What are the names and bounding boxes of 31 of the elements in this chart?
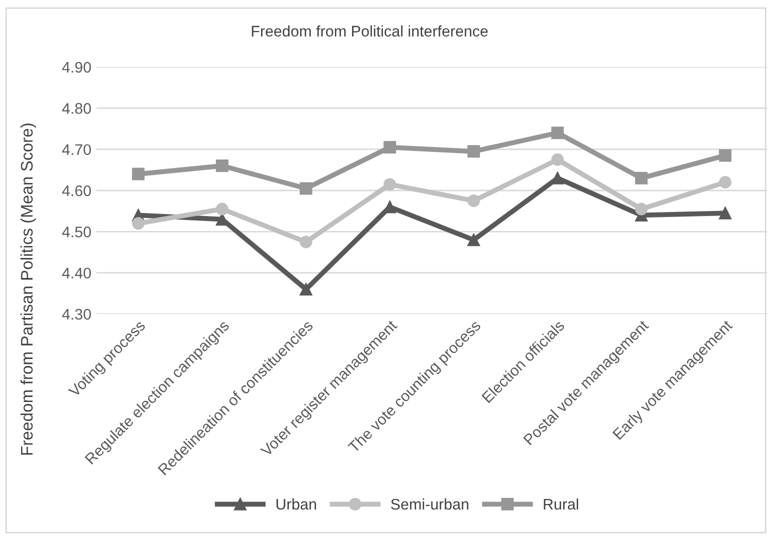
point: [551, 153, 564, 166]
point: [718, 149, 732, 162]
y-tick-label: 4.60: [62, 185, 91, 196]
point: [635, 202, 648, 216]
y-tick-label: 4.70: [62, 144, 91, 156]
point: [132, 168, 145, 180]
y-tick-label: 4.50: [62, 226, 91, 238]
point: [132, 217, 145, 230]
y-tick-label: 4.80: [62, 103, 91, 114]
y-tick-label: 4.90: [62, 62, 91, 73]
legend-label: Rural: [544, 498, 578, 510]
point: [467, 194, 480, 208]
y-tick-label: 4.30: [62, 308, 91, 320]
point: [300, 182, 312, 195]
legend-label: Urban: [276, 498, 316, 510]
point: [551, 126, 564, 140]
point: [384, 178, 396, 191]
y-tick-label: 4.40: [62, 268, 91, 279]
legend-label: Semi-urban: [391, 498, 468, 510]
chart-title: Freedom from Political interference: [252, 25, 488, 37]
point: [718, 206, 732, 220]
point: [467, 145, 480, 158]
point: [718, 176, 732, 189]
point: [216, 160, 228, 172]
point: [635, 172, 648, 184]
point: [300, 283, 312, 296]
point: [384, 141, 396, 154]
point: [216, 202, 228, 216]
point: [467, 234, 480, 246]
y-axis-title: Freedom from Partisan Politics (Mean Score): [20, 124, 36, 455]
point: [300, 236, 312, 248]
